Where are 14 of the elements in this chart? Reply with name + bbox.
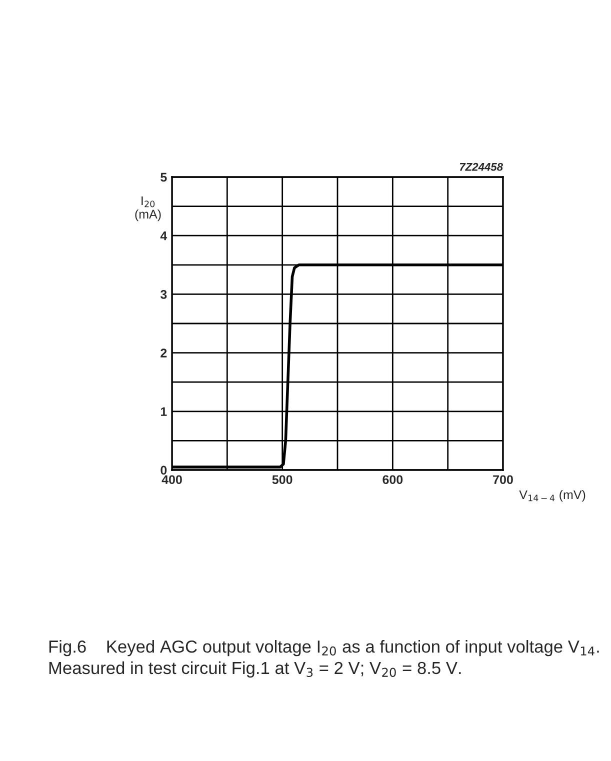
x-axis-title: V$_{14−4}$ (mV) xyxy=(519,490,586,502)
y-tick-label: 0 xyxy=(160,466,167,475)
x-tick-label: 400 xyxy=(162,475,182,484)
x-tick-label: 700 xyxy=(493,475,513,484)
y-tick-label: 5 xyxy=(160,172,167,182)
text: Fig.6 Keyed AGC output voltage I$_{20}$ as a function of input voltage V$_{14}$. Measured in test circuit Fig.1 at V$_{3}$ = 2 V; V$_{20}$ = 8.5 V. xyxy=(49,640,599,678)
y-tick-label: 1 xyxy=(160,407,167,416)
y-tick-label: 4 xyxy=(160,232,168,240)
x-tick-label: 500 xyxy=(272,475,292,484)
text: 7Z24458 xyxy=(460,162,503,171)
y-axis-title: I$_{20}$ (mA) xyxy=(135,196,161,222)
y-tick-label: 3 xyxy=(160,290,167,299)
y-tick-label: 2 xyxy=(160,348,167,358)
x-tick-label: 600 xyxy=(382,475,403,484)
